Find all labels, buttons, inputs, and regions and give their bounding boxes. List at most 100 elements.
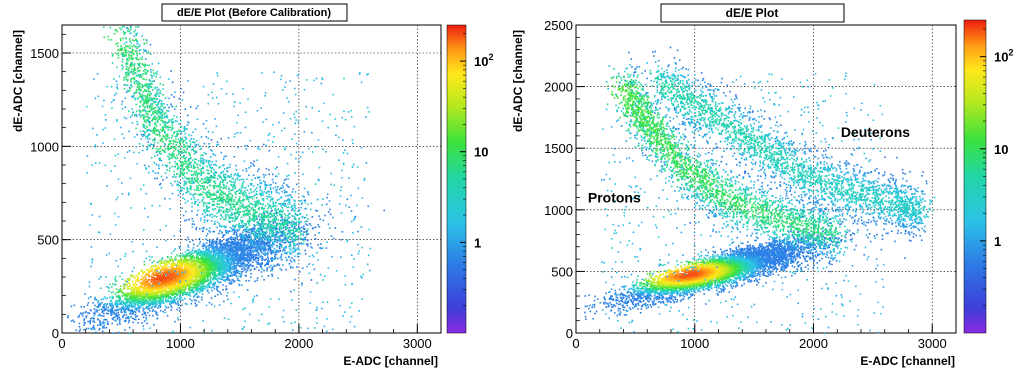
- data-point: [207, 240, 209, 242]
- data-point: [135, 281, 137, 283]
- data-point: [176, 294, 178, 296]
- data-point: [220, 274, 222, 276]
- data-point: [171, 260, 173, 262]
- data-point: [119, 303, 121, 305]
- data-point: [256, 240, 258, 242]
- data-point: [129, 285, 131, 287]
- data-point: [299, 243, 301, 245]
- data-point: [227, 299, 229, 301]
- data-point: [203, 254, 205, 256]
- data-point: [134, 277, 136, 279]
- data-point: [204, 256, 206, 258]
- data-point: [289, 263, 291, 265]
- data-point: [173, 291, 175, 293]
- data-point: [242, 271, 244, 273]
- data-point: [223, 261, 225, 263]
- data-point: [306, 221, 308, 223]
- data-point: [274, 238, 276, 240]
- data-point: [137, 315, 139, 317]
- data-point: [184, 259, 186, 261]
- data-point: [129, 283, 131, 285]
- data-point: [195, 288, 197, 290]
- data-point: [157, 279, 159, 281]
- data-point: [189, 241, 191, 243]
- data-point: [149, 300, 151, 302]
- data-point: [228, 238, 230, 240]
- data-point: [150, 281, 152, 283]
- data-point: [297, 244, 299, 246]
- data-point: [172, 275, 174, 277]
- data-point: [196, 254, 198, 256]
- data-point: [226, 265, 228, 267]
- data-point: [122, 307, 124, 309]
- data-point: [134, 282, 136, 284]
- data-point: [179, 297, 181, 299]
- data-point: [331, 235, 333, 237]
- data-point: [211, 271, 213, 273]
- data-point: [243, 260, 245, 262]
- data-point: [130, 305, 132, 307]
- data-point: [167, 272, 169, 274]
- data-point: [318, 215, 320, 217]
- data-point: [140, 303, 142, 305]
- data-point: [231, 256, 233, 258]
- data-point: [143, 313, 145, 315]
- data-point: [191, 275, 193, 277]
- data-point: [204, 244, 206, 246]
- data-point: [135, 314, 137, 316]
- data-point: [147, 274, 149, 276]
- data-point: [83, 329, 85, 331]
- data-point: [181, 264, 183, 266]
- data-point: [174, 279, 176, 281]
- data-point: [252, 261, 254, 263]
- data-point: [158, 295, 160, 297]
- data-point: [167, 283, 169, 285]
- data-point: [176, 254, 178, 256]
- data-point: [100, 287, 102, 289]
- data-point: [140, 283, 142, 285]
- data-point: [97, 324, 99, 326]
- data-point: [133, 303, 135, 305]
- data-point: [141, 322, 143, 324]
- data-point: [250, 273, 252, 275]
- data-point: [169, 301, 171, 303]
- data-point: [259, 219, 261, 221]
- data-point: [90, 310, 92, 312]
- data-point: [183, 275, 185, 277]
- data-point: [126, 302, 128, 304]
- data-point: [202, 284, 204, 286]
- data-point: [309, 263, 311, 265]
- data-point: [215, 278, 217, 280]
- data-point: [197, 245, 199, 247]
- data-point: [229, 279, 231, 281]
- data-point: [142, 297, 144, 299]
- data-point: [225, 246, 227, 248]
- data-point: [241, 255, 243, 257]
- data-point: [104, 319, 106, 321]
- data-point: [194, 281, 196, 283]
- data-point: [197, 266, 199, 268]
- data-point: [242, 268, 244, 270]
- data-point: [135, 319, 137, 321]
- data-point: [268, 275, 270, 277]
- data-point: [222, 273, 224, 275]
- data-point: [192, 271, 194, 273]
- data-point: [203, 243, 205, 245]
- data-point: [234, 265, 236, 267]
- data-point: [96, 311, 98, 313]
- data-point: [138, 276, 140, 278]
- data-point: [84, 322, 86, 324]
- data-point: [243, 240, 245, 242]
- data-point: [192, 250, 194, 252]
- data-point: [194, 264, 196, 266]
- data-point: [335, 227, 337, 229]
- data-point: [191, 300, 193, 302]
- data-point: [133, 284, 135, 286]
- data-point: [233, 232, 235, 234]
- data-point: [142, 291, 144, 293]
- data-point: [215, 252, 217, 254]
- data-point: [145, 288, 147, 290]
- data-point: [241, 242, 243, 244]
- data-point: [124, 294, 126, 296]
